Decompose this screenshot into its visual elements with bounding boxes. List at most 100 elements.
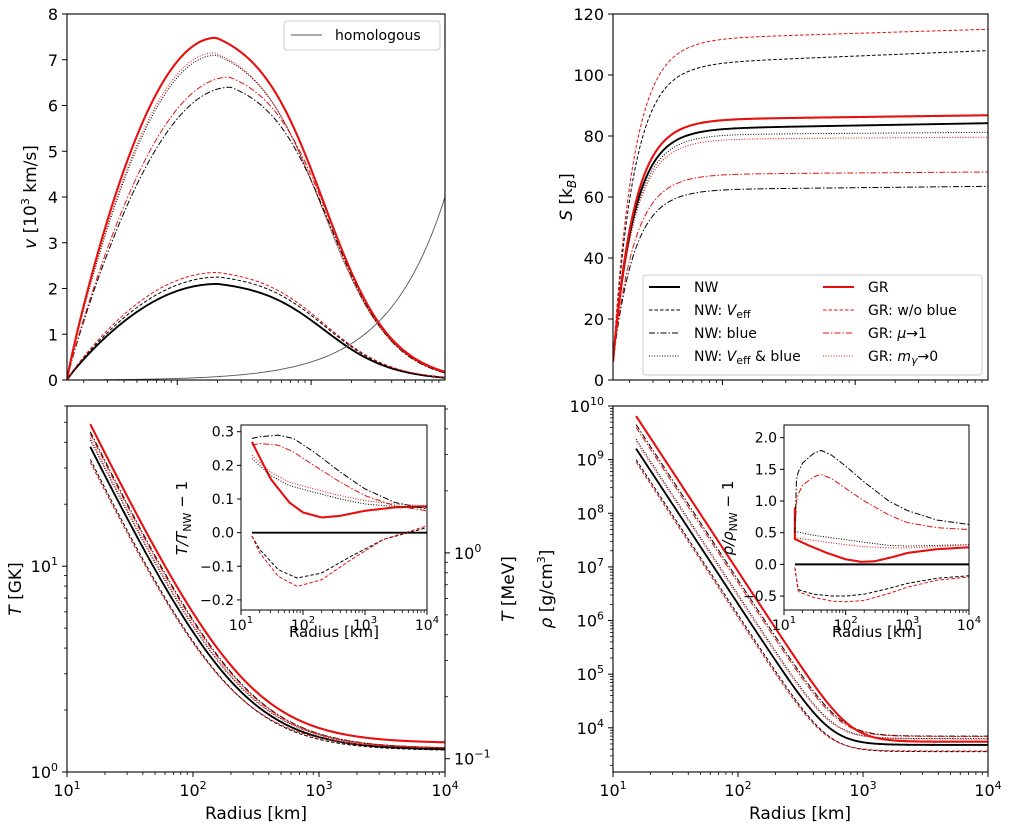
- temperature-inset-bg: [241, 425, 427, 610]
- temperature-xtick-label: 102: [179, 779, 206, 800]
- entropy-series-gr: [613, 114, 988, 362]
- density-xtick-label: 102: [724, 779, 751, 800]
- temperature-inset-ytick-label: −0.2: [200, 593, 234, 609]
- temperature-inset-ticks: −0.2 −0.1 0.0 0.1 0.2 0.3 101 102 103 104: [200, 425, 439, 634]
- temperature-inset-series-gr-m-0: [251, 454, 427, 507]
- density-frame: [612, 405, 989, 773]
- entropy-ytick-label: 40: [584, 249, 604, 268]
- density-inset-ytick-label: −0.5: [743, 589, 777, 605]
- density-series-gr-w-o-blue: [635, 461, 988, 752]
- temperature-series-gr-w-o-blue: [89, 461, 445, 749]
- density-inset-series-nw-veff: [794, 567, 969, 597]
- density-series-nw: [635, 448, 988, 746]
- entropy-curves: [613, 28, 988, 362]
- density-inset-xtick-label: 102: [834, 615, 858, 634]
- density-ytick-label: 108: [577, 502, 604, 523]
- legend-label-nw-veff-blue: NW: Veff & blue: [694, 349, 801, 367]
- density-inset-ytick-label: 0.5: [755, 526, 777, 542]
- density-series-gr: [635, 415, 988, 743]
- entropy-ytick-label: 120: [573, 5, 604, 24]
- temperature-inset-ytick-label: −0.1: [200, 559, 234, 575]
- temperature-inset-xtick-label: 103: [353, 615, 377, 634]
- density-xtick-label: 101: [599, 779, 626, 800]
- temperature-inset-series-nw-veff-blue: [251, 458, 427, 508]
- temperature-inset-xtick-label: 101: [229, 615, 253, 634]
- density-inset-series-gr-m-0: [794, 537, 969, 549]
- temperature-inset-series-nw-blue: [251, 434, 427, 510]
- velocity-ytick-label: 8: [48, 5, 58, 24]
- entropy-ytick-label: 0: [594, 371, 604, 390]
- temperature-series-nw-veff-blue: [89, 439, 445, 749]
- velocity-panel: 0 1 2 3 4 5 6 7 8 v [103 km/s] homologous: [19, 5, 446, 390]
- density-inset-series-gr-1: [794, 474, 969, 540]
- temperature-series-nw: [89, 446, 445, 751]
- entropy-panel: 0 20 40 60 80 100 120 S [kB] NW NW: Veff NW: b…: [557, 5, 989, 390]
- entropy-frame: [612, 13, 989, 381]
- velocity-ytick-label: 5: [48, 142, 58, 161]
- density-ytick-label: 107: [577, 556, 604, 577]
- temperature-inset-ytick-label: 0.2: [212, 458, 234, 474]
- temperature-inset-series-gr: [250, 441, 427, 519]
- density-inset-series-gr-w-o-blue: [794, 567, 969, 603]
- temperature-ytick-label: 100: [31, 761, 58, 782]
- density-xtick-label: 103: [849, 779, 876, 800]
- homologous-legend-box: [283, 20, 441, 51]
- density-inset-ylabel: ρ/ρNW − 1: [719, 481, 740, 556]
- temperature-series-gr-m-0: [89, 437, 445, 749]
- velocity-frame: [66, 13, 446, 381]
- density-inset-series-nw-veff-blue: [794, 530, 969, 547]
- entropy-legend-box: [642, 274, 983, 376]
- temperature-xtick-label: 103: [305, 779, 332, 800]
- legend-label-gr: GR: [868, 280, 889, 296]
- temperature-inset-ytick-label: 0.1: [212, 492, 234, 508]
- entropy-ytick-label: 100: [573, 66, 604, 85]
- temperature-ylabel-right: T [MeV]: [499, 556, 519, 622]
- velocity-series-gr-w-o-blue: [67, 271, 445, 380]
- density-inset-ytick-label: 1.0: [755, 494, 777, 510]
- velocity-series-nw-veff-blue: [67, 54, 445, 380]
- velocity-ytick-label: 4: [48, 188, 58, 207]
- density-ytick-label: 109: [577, 449, 604, 470]
- entropy-legend: NW NW: Veff NW: blue NW: Veff & blue GR …: [642, 274, 983, 376]
- density-inset-series-gr: [793, 507, 969, 563]
- density-ytick-label: 1010: [570, 395, 604, 416]
- density-inset-bg: [784, 425, 969, 610]
- entropy-series-nw-veff-blue: [613, 131, 988, 362]
- temperature-inset-curves: [250, 434, 427, 587]
- density-series-nw-veff: [635, 459, 988, 753]
- temperature-xlabel: Radius [km]: [205, 804, 307, 824]
- temperature-curves: [89, 423, 445, 751]
- temperature-inset-ytick-label: 0.3: [212, 425, 234, 441]
- temperature-inset-series-gr-w-o-blue: [251, 525, 427, 587]
- legend-label-nw-veff: NW: Veff: [694, 303, 751, 321]
- temperature-inset: −0.2 −0.1 0.0 0.1 0.2 0.3 101 102 103 104 T/TNW −…: [173, 424, 439, 641]
- velocity-curves: [67, 36, 445, 380]
- velocity-series-homologous: [67, 196, 445, 380]
- velocity-series-gr: [67, 36, 445, 380]
- velocity-series-gr-m-0: [67, 52, 445, 380]
- temperature-series-nw-veff: [89, 459, 445, 751]
- density-ticks: 104 105 106 107 108 109 1010 101 102 103 104: [570, 395, 1002, 800]
- density-inset-ytick-label: 1.5: [755, 462, 777, 478]
- temperature-xtick-label: 104: [431, 779, 458, 800]
- velocity-ytick-label: 1: [48, 325, 58, 344]
- entropy-series-nw-blue: [613, 185, 988, 362]
- entropy-ticks: 0 20 40 60 80 100 120: [573, 5, 983, 390]
- temperature-inset-ytick-label: 0.0: [212, 526, 234, 542]
- velocity-series-nw: [67, 282, 445, 380]
- temperature-series-nw-blue: [89, 431, 445, 749]
- velocity-series-nw-veff: [67, 276, 445, 380]
- legend-label-nw: NW: [694, 280, 718, 296]
- temperature-ytick-right-label: 100: [454, 542, 481, 563]
- temperature-inset-xtick-label: 102: [291, 615, 315, 634]
- homologous-legend-label: homologous: [335, 28, 421, 44]
- temperature-inset-xlabel: Radius [km]: [289, 623, 379, 641]
- legend-label-gr-mu: GR: μ→1: [868, 326, 927, 342]
- velocity-ytick-label: 2: [48, 280, 58, 299]
- density-inset-xtick-label: 101: [772, 615, 796, 634]
- density-curves: [635, 415, 988, 753]
- density-ytick-label: 105: [577, 663, 604, 684]
- entropy-series-gr-w-o-blue: [613, 28, 988, 362]
